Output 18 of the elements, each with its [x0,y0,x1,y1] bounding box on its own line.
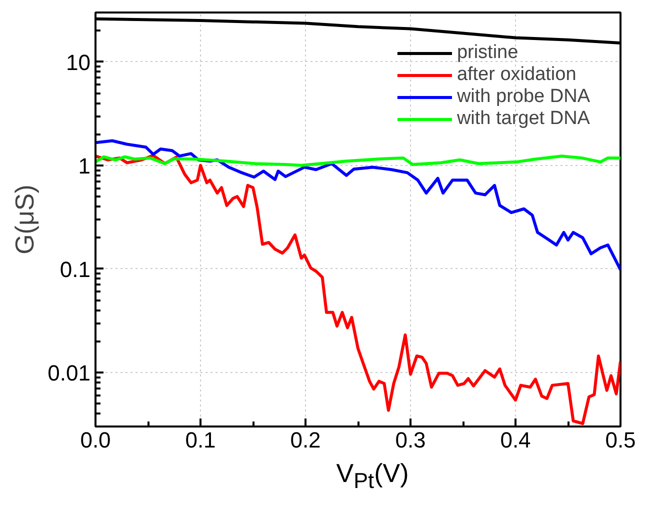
x-tick-label: 0.3 [395,428,426,452]
legend-label: pristine [456,42,518,64]
x-tick-label: 0.1 [185,428,216,452]
y-tick-label: 0.01 [48,360,91,386]
x-axis-title: V$_{Pt}$(V) [336,457,409,496]
line-series [96,139,620,272]
y-axis-title: G(μS) [10,184,40,254]
x-tick-label: 0.2 [290,428,321,452]
legend-label: with target DNA [456,108,590,130]
y-tick-label: 0.1 [60,256,91,282]
legend-label: after oxidation [456,64,576,86]
x-tick-label: 0.4 [500,428,531,452]
x-tick-label: 0.5 [605,428,636,452]
legend-label: with probe DNA [456,86,590,108]
y-tick-label: 10 [66,50,91,75]
y-tick-label: 1 [78,153,91,178]
x-tick-label: 0.0 [80,428,111,452]
line-series [96,154,620,167]
